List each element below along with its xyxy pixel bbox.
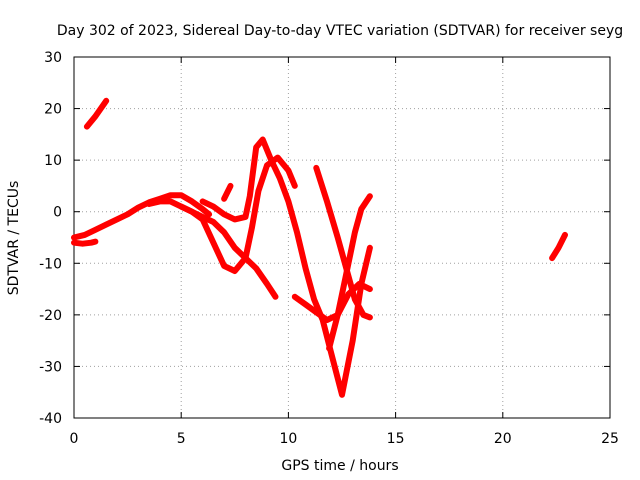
y-tick-label: 20 <box>44 102 62 118</box>
y-tick-labels: 30 20 10 0 -10 -20 -30 -40 <box>39 50 62 427</box>
series-line-arc-6 <box>199 136 373 398</box>
x-axis-label: GPS time / hours <box>281 458 398 474</box>
series-group <box>71 97 568 398</box>
series-line-arc-3 <box>71 238 99 247</box>
chart-title: Day 302 of 2023, Sidereal Day-to-day VTE… <box>57 23 623 39</box>
series-line-arc-2 <box>71 192 213 241</box>
x-tick-label: 10 <box>279 431 297 447</box>
axis-ticks <box>73 56 611 419</box>
y-tick-label: -20 <box>39 308 62 324</box>
plot-frame <box>73 56 611 419</box>
y-tick-label: 0 <box>53 205 62 221</box>
series-line-arc-4 <box>146 198 279 300</box>
x-tick-label: 15 <box>387 431 405 447</box>
series-line-arc-11 <box>549 231 568 262</box>
series-line-arc-5 <box>178 154 298 274</box>
y-tick-label: 10 <box>44 153 62 169</box>
grid <box>74 57 610 418</box>
y-axis-label: SDTVAR / TECUs <box>6 181 22 296</box>
series-line-arc-10 <box>326 193 373 352</box>
series-line-arc-8 <box>291 280 373 323</box>
x-tick-label: 25 <box>601 431 619 447</box>
y-tick-label: -40 <box>39 411 62 427</box>
x-tick-label: 0 <box>70 431 79 447</box>
x-tick-labels: 0 5 10 15 20 25 <box>70 431 619 447</box>
x-tick-label: 5 <box>177 431 186 447</box>
series-line-arc-7 <box>221 182 234 202</box>
y-tick-label: -30 <box>39 359 62 375</box>
y-tick-label: 30 <box>44 50 62 66</box>
x-tick-label: 20 <box>494 431 512 447</box>
y-tick-label: -10 <box>39 256 62 272</box>
series-line-arc-1 <box>83 97 110 130</box>
